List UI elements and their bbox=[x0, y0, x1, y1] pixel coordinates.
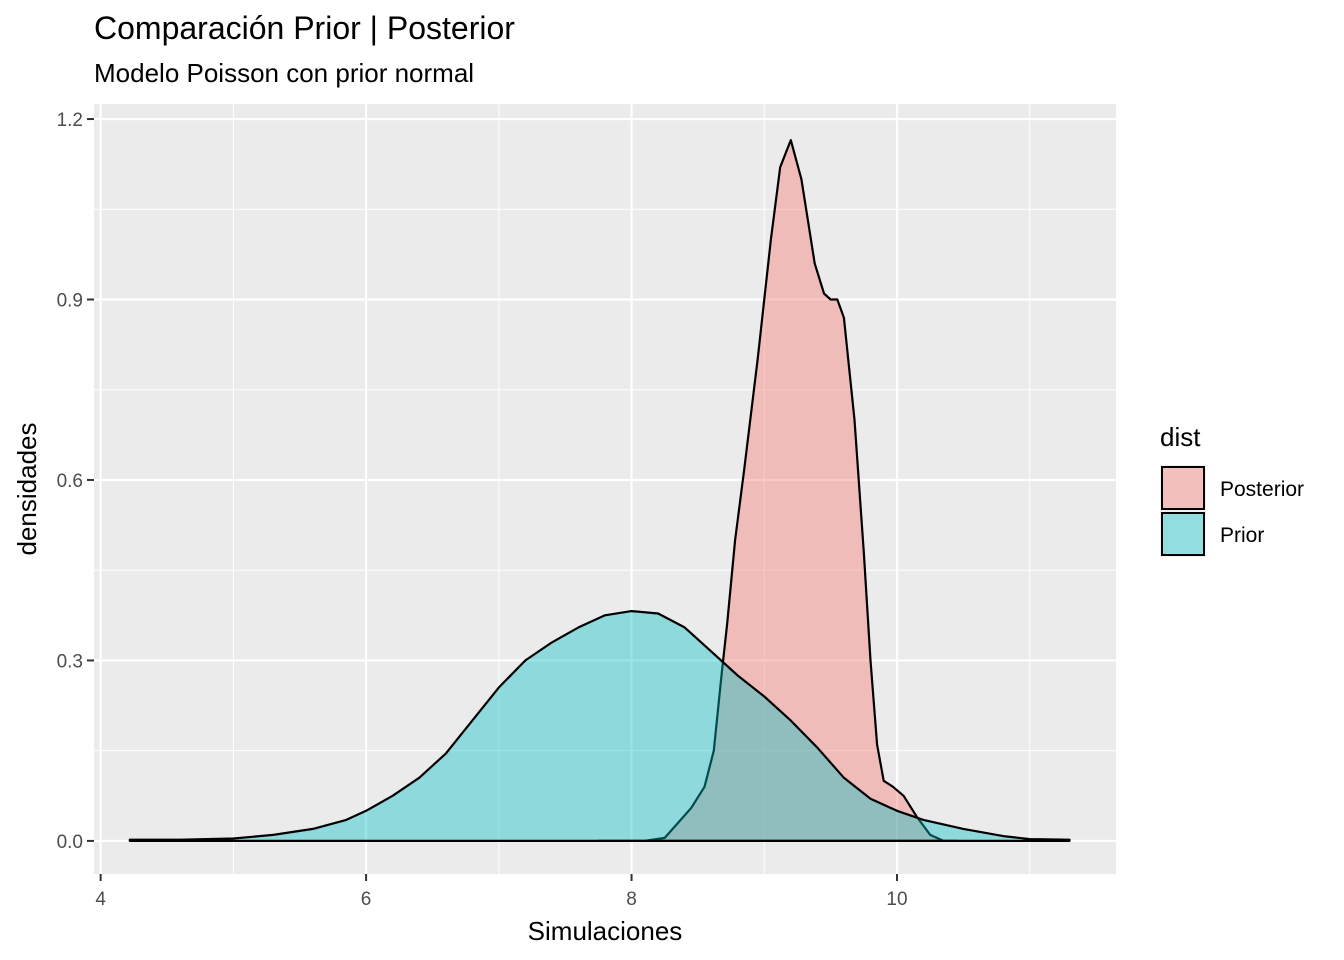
grid-minor bbox=[94, 104, 1116, 874]
x-axis-title: Simulaciones bbox=[528, 916, 683, 946]
y-tick-label: 0.6 bbox=[57, 471, 83, 492]
chart-subtitle: Modelo Poisson con prior normal bbox=[94, 58, 474, 88]
legend-key-bg-posterior bbox=[1160, 465, 1206, 511]
legend-key-bg-prior bbox=[1160, 511, 1206, 557]
y-tick-label: 1.2 bbox=[57, 110, 83, 131]
legend: dist Posterior Prior bbox=[1160, 422, 1304, 557]
legend-items: Posterior Prior bbox=[1160, 465, 1304, 557]
density-area-posterior bbox=[597, 139, 958, 842]
x-tick-label: 10 bbox=[886, 889, 907, 910]
grid-major bbox=[94, 104, 1116, 874]
plot-panel bbox=[94, 104, 1116, 874]
y-tick-label: 0.3 bbox=[57, 651, 83, 672]
y-axis-title: densidades bbox=[12, 423, 42, 556]
legend-label-posterior: Posterior bbox=[1220, 478, 1304, 501]
legend-title: dist bbox=[1160, 422, 1201, 452]
x-tick-label: 4 bbox=[95, 889, 106, 910]
legend-label-prior: Prior bbox=[1220, 524, 1264, 547]
axes: 4 6 8 10 0.0 0.3 0.6 0.9 1.2 bbox=[57, 110, 908, 910]
density-area-prior bbox=[128, 610, 1071, 842]
density-areas bbox=[128, 139, 1071, 842]
legend-swatch-posterior bbox=[1161, 466, 1205, 510]
y-tick-label: 0.9 bbox=[57, 291, 83, 312]
legend-swatch-prior bbox=[1161, 512, 1205, 556]
x-tick-label: 8 bbox=[626, 889, 637, 910]
y-tick-label: 0.0 bbox=[57, 832, 83, 853]
x-tick-label: 6 bbox=[361, 889, 372, 910]
chart-title: Comparación Prior | Posterior bbox=[94, 10, 515, 46]
